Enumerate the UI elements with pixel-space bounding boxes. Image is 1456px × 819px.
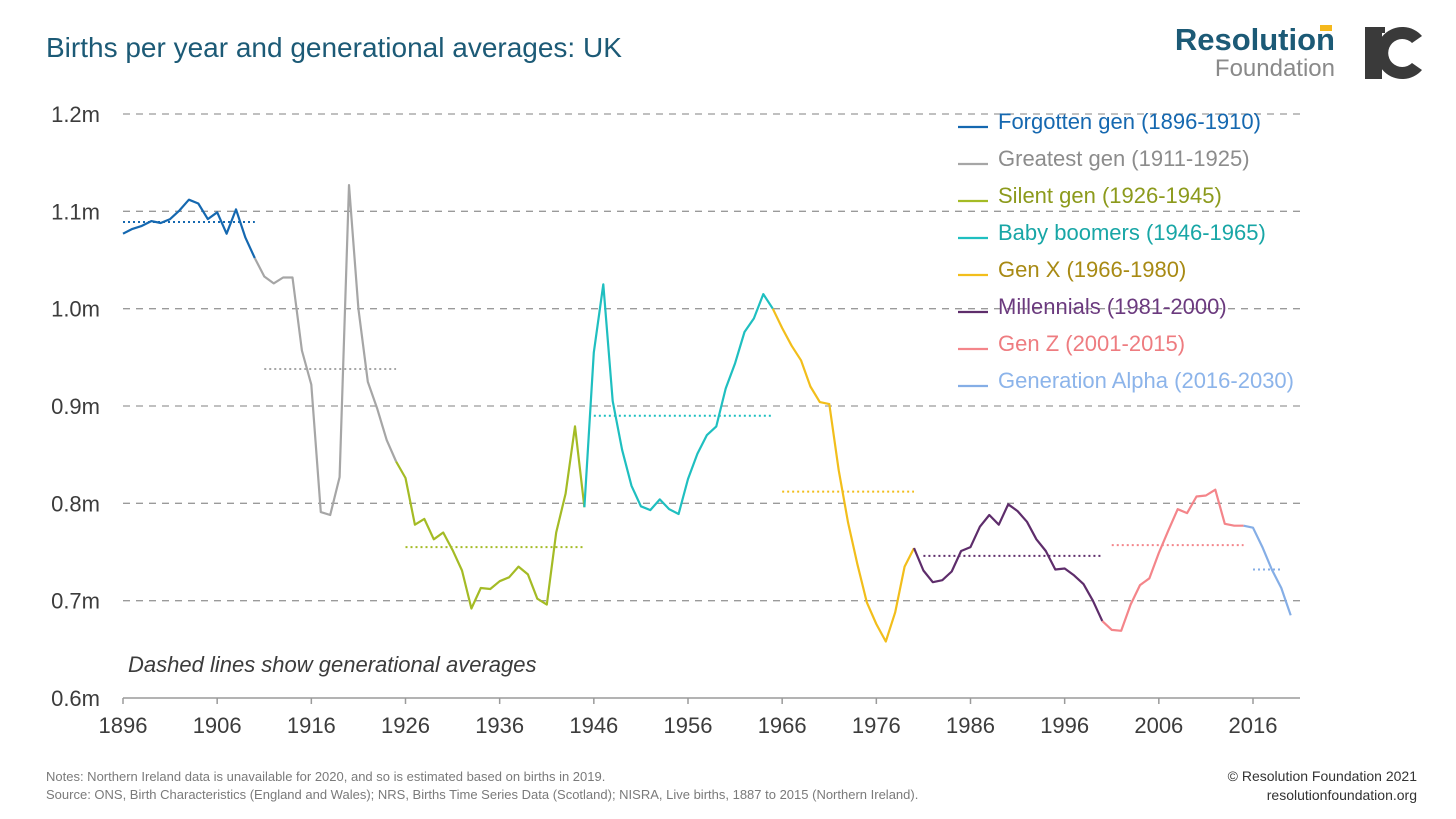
legend: Forgotten gen (1896-1910) Greatest gen (1…	[958, 109, 1294, 393]
website-link[interactable]: resolutionfoundation.org	[1266, 787, 1417, 803]
x-tick-label: 1976	[852, 713, 901, 738]
y-tick-label: 0.7m	[51, 589, 100, 614]
average-lines-layer	[123, 221, 1282, 571]
series-line	[1101, 488, 1244, 632]
x-tick-label: 1906	[193, 713, 242, 738]
legend-label: Generation Alpha (2016-2030)	[998, 368, 1294, 393]
series-line	[1243, 524, 1292, 616]
ic-monogram-icon	[1365, 27, 1422, 79]
legend-item: Millennials (1981-2000)	[958, 294, 1227, 319]
legend-item: Gen X (1966-1980)	[958, 257, 1186, 282]
y-tick-label: 0.8m	[51, 491, 100, 516]
series-line	[122, 198, 256, 259]
x-tick-label: 2006	[1134, 713, 1183, 738]
legend-label: Greatest gen (1911-1925)	[998, 146, 1250, 171]
chart-notes: Notes: Northern Ireland data is unavaila…	[46, 769, 606, 784]
x-tick-label: 2016	[1229, 713, 1278, 738]
y-tick-label: 1.2m	[51, 102, 100, 127]
legend-label: Baby boomers (1946-1965)	[998, 220, 1266, 245]
y-tick-label: 0.6m	[51, 686, 100, 711]
series-line	[771, 308, 915, 643]
legend-item: Forgotten gen (1896-1910)	[958, 109, 1261, 134]
legend-label: Forgotten gen (1896-1910)	[998, 109, 1261, 134]
y-tick-label: 1.0m	[51, 297, 100, 322]
series-line	[253, 184, 398, 517]
resolution-foundation-logo: Resolution Foundation	[1140, 22, 1440, 84]
series-line	[395, 425, 586, 610]
x-tick-label: 1926	[381, 713, 430, 738]
chart-source: Source: ONS, Birth Characteristics (Engl…	[46, 787, 919, 802]
y-tick-label: 0.9m	[51, 394, 100, 419]
copyright-text: © Resolution Foundation 2021	[1227, 768, 1417, 784]
x-tick-label: 1936	[475, 713, 524, 738]
x-tick-label: 1966	[758, 713, 807, 738]
legend-label: Silent gen (1926-1945)	[998, 183, 1222, 208]
legend-item: Greatest gen (1911-1925)	[958, 146, 1250, 171]
x-tick-label: 1986	[946, 713, 995, 738]
legend-label: Gen X (1966-1980)	[998, 257, 1186, 282]
series-line	[583, 283, 774, 516]
axis-layer: 0.6m 0.7m 0.8m 0.9m 1.0m 1.1m 1.2m 1896 1906 1916…	[51, 102, 1300, 738]
x-tick-label: 1896	[99, 713, 148, 738]
logo-accent-mark	[1320, 25, 1332, 31]
y-tick-label: 1.1m	[51, 199, 100, 224]
legend-label: Gen Z (2001-2015)	[998, 331, 1185, 356]
logo-word-foundation: Foundation	[1214, 55, 1335, 82]
legend-item: Silent gen (1926-1945)	[958, 183, 1222, 208]
chart-title: Births per year and generational average…	[46, 32, 622, 63]
x-tick-label: 1946	[569, 713, 618, 738]
logo-word-resolution: Resolution	[1174, 22, 1335, 57]
series-layer	[122, 184, 1292, 643]
legend-item: Baby boomers (1946-1965)	[958, 220, 1266, 245]
series-line	[912, 503, 1104, 622]
x-tick-label: 1916	[287, 713, 336, 738]
x-tick-label: 1996	[1040, 713, 1089, 738]
averages-annotation: Dashed lines show generational averages	[128, 652, 536, 677]
x-tick-label: 1956	[664, 713, 713, 738]
legend-label: Millennials (1981-2000)	[998, 294, 1227, 319]
legend-item: Gen Z (2001-2015)	[958, 331, 1185, 356]
legend-item: Generation Alpha (2016-2030)	[958, 368, 1294, 393]
